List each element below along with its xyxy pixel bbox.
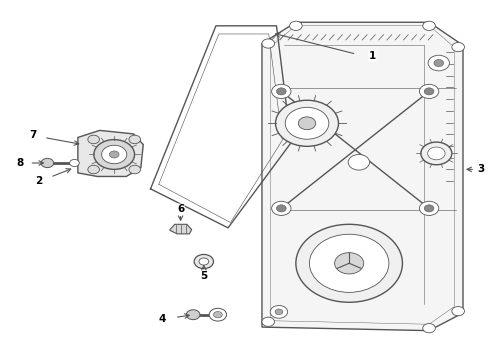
Circle shape xyxy=(271,84,291,99)
Circle shape xyxy=(419,201,439,215)
Polygon shape xyxy=(78,130,143,176)
Circle shape xyxy=(424,205,434,212)
Circle shape xyxy=(94,140,135,169)
Circle shape xyxy=(214,311,222,318)
Circle shape xyxy=(296,224,402,302)
Text: 4: 4 xyxy=(159,314,166,324)
Text: 6: 6 xyxy=(177,204,184,214)
Circle shape xyxy=(262,39,274,48)
Circle shape xyxy=(194,255,214,269)
Circle shape xyxy=(419,84,439,99)
Circle shape xyxy=(424,88,434,95)
Circle shape xyxy=(428,147,445,160)
Text: 7: 7 xyxy=(29,130,36,140)
Circle shape xyxy=(452,42,465,52)
Text: 2: 2 xyxy=(35,176,42,186)
Circle shape xyxy=(348,154,369,170)
Circle shape xyxy=(452,306,465,316)
Circle shape xyxy=(285,107,329,139)
Circle shape xyxy=(421,142,452,165)
Circle shape xyxy=(290,21,302,31)
Circle shape xyxy=(276,88,286,95)
Polygon shape xyxy=(170,224,192,234)
Circle shape xyxy=(199,258,209,265)
Circle shape xyxy=(271,201,291,215)
Circle shape xyxy=(434,59,443,67)
Circle shape xyxy=(70,159,79,167)
Circle shape xyxy=(186,310,200,320)
Circle shape xyxy=(41,158,53,168)
Circle shape xyxy=(275,100,339,146)
Circle shape xyxy=(262,317,274,327)
Circle shape xyxy=(276,205,286,212)
Circle shape xyxy=(88,165,99,174)
Circle shape xyxy=(101,145,127,164)
Circle shape xyxy=(109,151,119,158)
Text: 8: 8 xyxy=(16,158,24,168)
Polygon shape xyxy=(262,22,463,330)
Circle shape xyxy=(335,253,364,274)
Circle shape xyxy=(88,135,99,144)
Polygon shape xyxy=(0,0,131,128)
Circle shape xyxy=(129,135,141,144)
Circle shape xyxy=(270,306,288,318)
Circle shape xyxy=(423,21,436,31)
Circle shape xyxy=(129,165,141,174)
Text: 1: 1 xyxy=(368,51,376,61)
Circle shape xyxy=(298,117,316,130)
Text: 5: 5 xyxy=(200,271,207,282)
Circle shape xyxy=(309,234,389,292)
Circle shape xyxy=(423,324,436,333)
Circle shape xyxy=(275,309,283,315)
Circle shape xyxy=(209,308,226,321)
Circle shape xyxy=(428,55,449,71)
Text: 3: 3 xyxy=(478,165,485,174)
